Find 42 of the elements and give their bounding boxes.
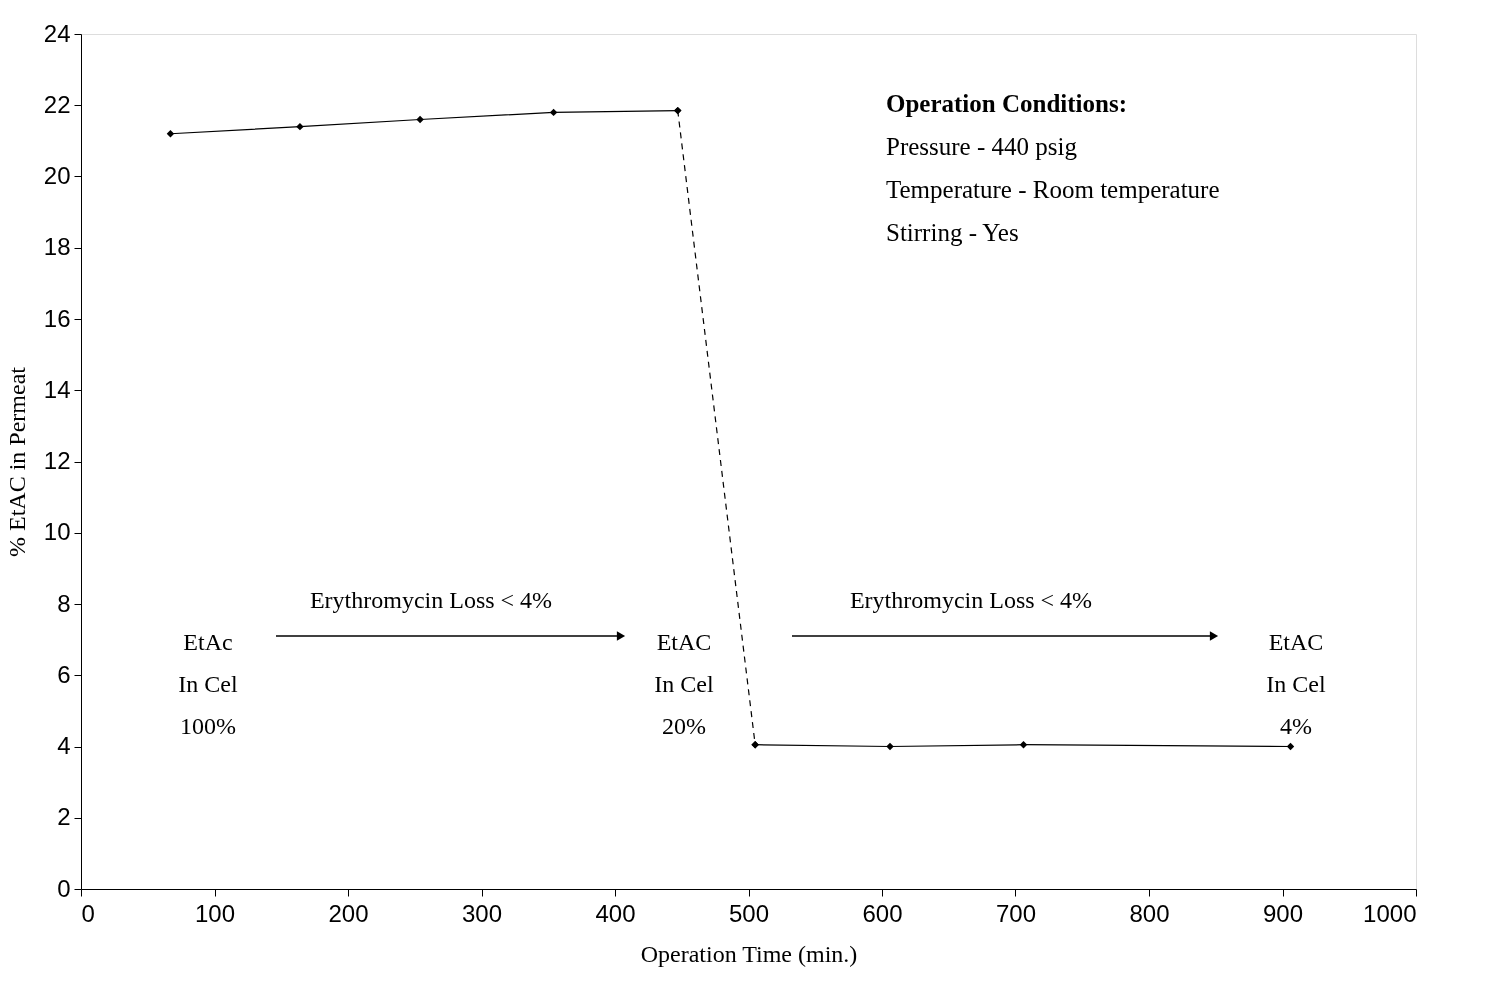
x-tick-label: 1000 — [1363, 899, 1417, 927]
x-tick-label: 600 — [862, 899, 903, 927]
y-tick-label: 4 — [57, 732, 71, 759]
annotation: EtAC In Cel 20% — [654, 629, 714, 739]
annotation: Temperature - Room temperature — [886, 176, 1220, 203]
annotation: Erythromycin Loss < 4% — [849, 587, 1093, 613]
annotation: Stirring - Yes — [886, 219, 1019, 246]
y-tick-label: 14 — [43, 375, 71, 403]
x-tick-label: 900 — [1262, 899, 1304, 927]
x-tick-label: 200 — [328, 899, 369, 927]
x-tick-label: 100 — [194, 899, 236, 927]
y-tick-label: 2 — [57, 803, 71, 831]
point — [166, 130, 175, 138]
annotation: Operation Conditions: — [886, 90, 1128, 117]
annotation: Pressure - 440 psig — [886, 133, 1078, 160]
y-tick-label: 6 — [57, 660, 71, 688]
y-axis-title: % EtAC in Permeat — [3, 366, 30, 557]
x-tick-label: 400 — [595, 899, 636, 927]
x-tick-label: 700 — [995, 899, 1037, 927]
y-tick-label: 10 — [43, 518, 71, 546]
x-tick-label: 0 — [81, 899, 95, 927]
y-tick-label: 8 — [57, 589, 71, 617]
annotation: EtAC In Cel 4% — [1266, 629, 1326, 739]
y-tick-label: 12 — [43, 447, 71, 474]
y-tick-label: 24 — [43, 19, 71, 47]
annotation: EtAc In Cel 100% — [178, 629, 238, 739]
point — [416, 115, 424, 124]
y-tick-label: 16 — [43, 304, 71, 332]
x-tick-label: 500 — [728, 899, 770, 927]
annotation: Erythromycin Loss < 4% — [309, 587, 553, 613]
point — [296, 122, 304, 131]
point — [549, 108, 558, 117]
point — [1019, 741, 1028, 749]
y-tick-label: 22 — [43, 90, 71, 118]
point — [1286, 742, 1295, 751]
point — [886, 742, 894, 751]
x-axis-title: Operation Time (min.) — [640, 940, 858, 967]
y-tick-label: 20 — [43, 162, 71, 189]
x-tick-label: 800 — [1129, 899, 1170, 927]
y-tick-label: 18 — [43, 233, 71, 261]
x-tick-label: 300 — [461, 899, 503, 927]
y-tick-label: 0 — [57, 874, 71, 902]
